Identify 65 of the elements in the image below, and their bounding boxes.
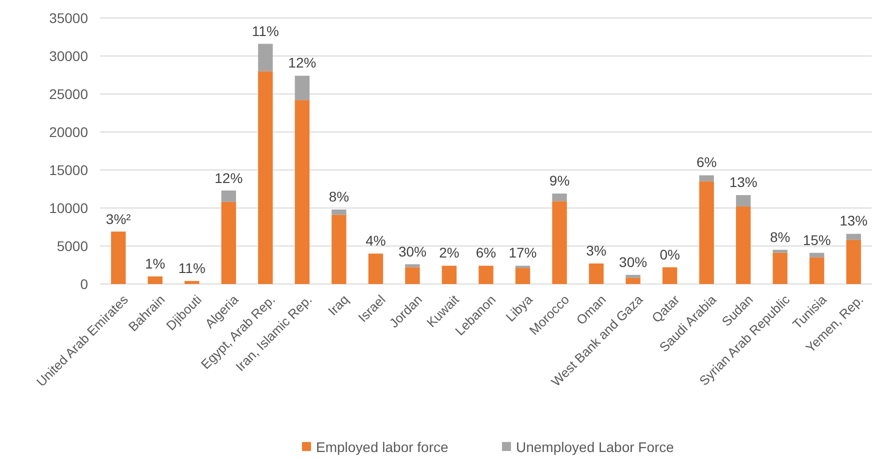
bar [368, 254, 384, 284]
annotation: 2% [439, 244, 460, 261]
bar [258, 44, 273, 72]
bar [699, 181, 714, 284]
bar [846, 240, 861, 284]
bar [294, 76, 310, 100]
bar [294, 100, 310, 284]
y-tick-label: 15000 [49, 162, 88, 178]
annotation: 6% [476, 244, 496, 261]
annotation: 8% [328, 188, 350, 205]
bar [184, 280, 200, 284]
bar [810, 257, 824, 284]
y-tick-label: 30000 [49, 48, 88, 64]
y-tick-label: 20000 [49, 124, 88, 140]
bar [662, 267, 678, 284]
bar [405, 264, 420, 268]
bar [626, 278, 640, 284]
bar [699, 175, 714, 182]
annotation: 0% [660, 246, 680, 263]
y-tick-label: 0 [80, 276, 88, 292]
annotation: 3% [586, 242, 606, 259]
bar [332, 214, 346, 284]
bar [221, 190, 236, 202]
y-tick-label: 35000 [49, 10, 88, 26]
annotation: 4% [366, 232, 386, 249]
bar [258, 71, 273, 284]
bar [332, 210, 346, 215]
bar [515, 268, 530, 284]
bar [810, 252, 824, 258]
annotation: 13% [840, 212, 868, 229]
bar [405, 267, 420, 284]
annotation: 11% [178, 260, 206, 276]
bar [221, 202, 236, 284]
bar [588, 263, 604, 284]
bar [626, 274, 640, 278]
annotation: 30% [398, 243, 426, 260]
annotation: 15% [802, 232, 831, 248]
bar [736, 195, 751, 206]
bar [442, 266, 457, 284]
annotation: 13% [729, 174, 758, 190]
y-tick-label: 25000 [49, 86, 88, 102]
bar [148, 276, 162, 284]
annotation: 12% [288, 54, 316, 71]
bar [736, 206, 751, 284]
bar [772, 250, 788, 253]
bar [552, 194, 567, 202]
bar [772, 252, 788, 284]
annotation: 30% [619, 254, 648, 270]
annotation: 1% [145, 255, 166, 272]
y-tick-label: 5000 [56, 238, 88, 254]
legend-label: Employed labor force [316, 438, 449, 455]
x-tick-label: Iraq [325, 292, 352, 318]
annotation: 8% [770, 228, 790, 245]
annotation: 11% [252, 23, 279, 40]
annotation: 17% [508, 244, 537, 261]
y-tick-label: 10000 [49, 200, 88, 216]
annotation: 12% [214, 170, 243, 186]
annotation: 6% [696, 154, 717, 170]
bar [846, 234, 861, 240]
bar [111, 232, 126, 284]
bar [478, 266, 494, 284]
annotation: 9% [549, 172, 570, 188]
bar [552, 201, 567, 284]
annotation: 3%² [106, 210, 132, 227]
legend-label: Unemployed Labor Force [516, 438, 674, 455]
